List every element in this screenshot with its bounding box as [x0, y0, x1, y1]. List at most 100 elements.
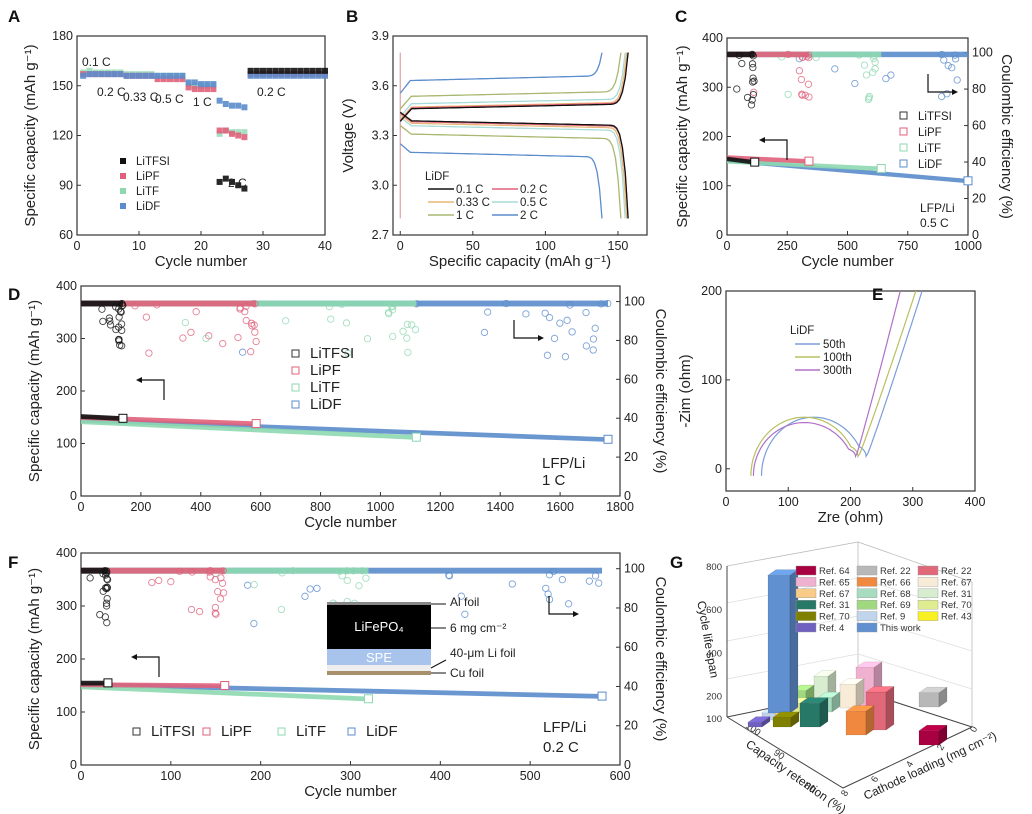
ce-outlier: [943, 90, 951, 98]
x-tick-label: 1000: [954, 239, 982, 253]
data-point: [309, 72, 316, 79]
ce-outlier: [784, 50, 792, 59]
data-point: [86, 67, 93, 74]
ce-outlier: [948, 63, 956, 72]
bar-top: [799, 697, 829, 704]
x-axis-label: Cycle number: [801, 253, 894, 270]
ce-outlier: [749, 52, 757, 60]
ce-outlier: [550, 334, 559, 343]
ce-outlier: [188, 568, 196, 576]
ce-outlier: [211, 609, 219, 617]
data-point: [185, 84, 192, 91]
data-point: [315, 72, 322, 79]
x-tick-label: 1600: [546, 500, 574, 514]
x-tick-label: 20: [194, 239, 208, 253]
inset-leader-line: [430, 659, 447, 669]
ce-outlier: [747, 101, 756, 109]
ce-outlier: [803, 52, 811, 61]
ce-outlier: [119, 301, 127, 309]
data-point: [272, 72, 279, 79]
data-point: [297, 67, 304, 74]
ce-outlier: [388, 302, 396, 310]
data-point: [191, 86, 198, 93]
legend-label: Ref. 22: [880, 566, 911, 577]
discharge-curve: [399, 125, 622, 219]
ce-outlier: [404, 348, 412, 357]
bar-front: [799, 702, 821, 728]
data-point: [284, 72, 291, 79]
data-point: [253, 72, 260, 79]
data-point: [309, 67, 316, 74]
y2-tick-label: 80: [624, 333, 638, 347]
x-tick-label: 300: [902, 495, 923, 509]
ce-outlier: [355, 582, 363, 590]
ce-outlier: [103, 575, 112, 584]
data-point: [80, 72, 87, 79]
ce-outlier: [445, 572, 454, 580]
data-point: [123, 72, 130, 79]
ce-outlier: [252, 337, 260, 346]
ce-outlier: [812, 53, 820, 62]
data-point: [117, 71, 124, 78]
ce-outlier: [187, 605, 196, 614]
legend-label: LiPF: [310, 362, 341, 379]
end-marker: [220, 681, 230, 690]
legend-swatch: [856, 565, 878, 576]
arrow-head-icon: [759, 137, 765, 143]
legend-swatch: [795, 611, 817, 621]
nyquist-curve: [752, 290, 901, 476]
y-tick-label: 150: [52, 79, 73, 93]
ce-outlier: [749, 74, 757, 82]
data-point: [278, 67, 285, 74]
data-point: [204, 81, 211, 88]
ce-outlier: [325, 302, 334, 311]
ce-outlier: [871, 58, 879, 66]
ce-outlier: [187, 328, 195, 337]
charge-curve: [399, 52, 628, 121]
capacity-band: [727, 155, 809, 164]
ce-outlier: [106, 321, 115, 329]
ce-outlier: [801, 91, 809, 99]
ce-outlier: [102, 584, 111, 593]
legend-marker: [120, 158, 126, 164]
y-tick-label: 180: [52, 29, 73, 43]
legend-label: 100th: [823, 352, 852, 364]
y2-axis-label: Coulombic efficiency (%): [652, 577, 669, 742]
ce-outlier: [103, 594, 111, 603]
ce-outlier: [202, 334, 210, 343]
end-marker: [603, 434, 613, 444]
legend-marker: [291, 383, 300, 392]
condition-label: LFP/Li: [542, 455, 585, 472]
bar-top: [918, 724, 948, 732]
legend-swatch: [856, 577, 878, 587]
legend-label: Ref. 9: [880, 612, 905, 623]
ce-outlier: [591, 572, 600, 580]
x-axis-label: Cycle number: [304, 783, 397, 800]
legend-label: Ref. 64: [819, 566, 850, 577]
ce-outlier: [951, 55, 960, 63]
arrow-head-icon: [952, 89, 958, 95]
ce-outlier: [585, 577, 593, 585]
ce-outlier: [192, 308, 200, 316]
inset-label: 40-μm Li foil: [450, 646, 516, 660]
legend-marker: [132, 727, 141, 736]
data-point: [229, 178, 235, 185]
ce-outlier: [805, 93, 813, 101]
ce-outlier: [181, 318, 190, 327]
data-point: [272, 67, 279, 74]
data-point: [216, 97, 223, 104]
left-axis-arrow: [763, 139, 788, 160]
legend-label: 2 C: [520, 210, 538, 222]
panel-a: 0 10 20 30 40 60 90 120 150 180 Cycle number Specif…: [22, 29, 332, 270]
ce-outlier: [362, 574, 370, 582]
legend-label: LiPF: [221, 723, 252, 740]
x-tick-label: 200: [250, 769, 271, 783]
ce-outlier: [484, 308, 492, 316]
legend-marker: [291, 366, 300, 375]
y-tick-label: 400: [56, 279, 77, 293]
ce-outlier: [117, 320, 126, 328]
legend-label: 0.1 C: [456, 184, 484, 196]
x-tick-label: 800: [310, 500, 331, 514]
y-tick-label: 400: [56, 546, 77, 560]
data-point: [315, 67, 322, 74]
